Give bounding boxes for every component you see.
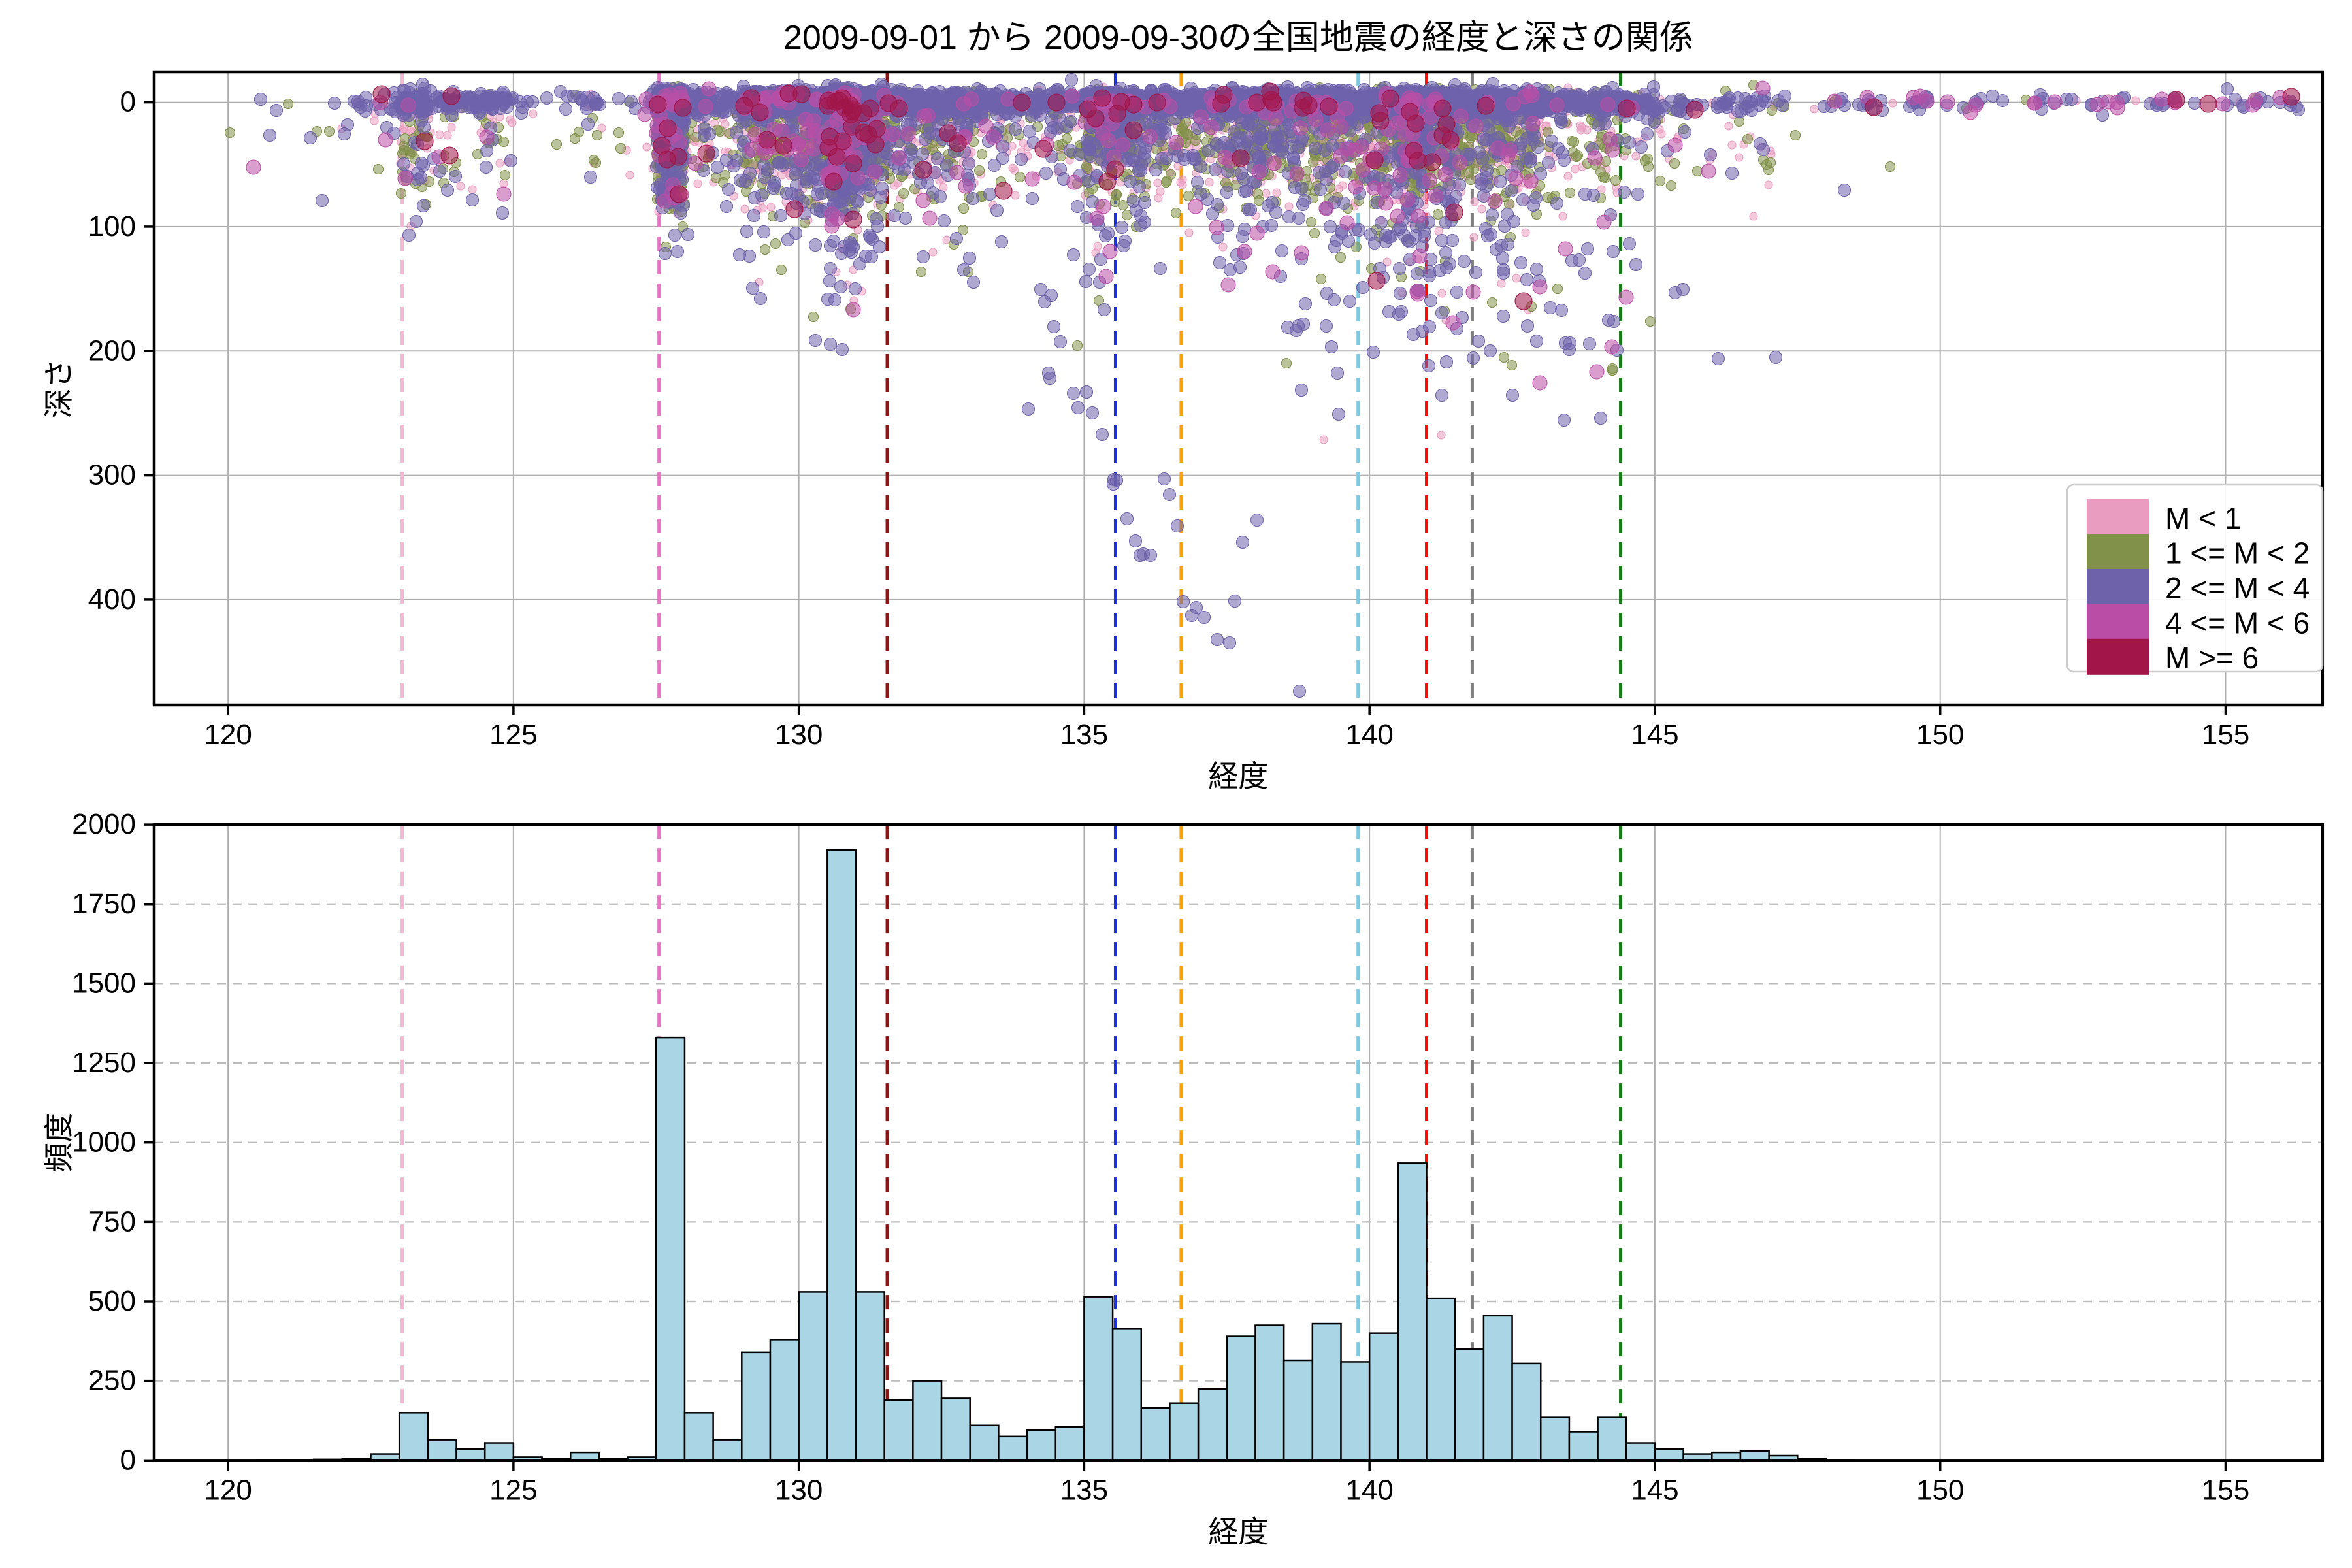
- svg-text:155: 155: [2202, 1474, 2249, 1506]
- svg-text:400: 400: [88, 583, 136, 615]
- svg-text:1 <= M < 2: 1 <= M < 2: [2165, 536, 2310, 570]
- svg-text:1500: 1500: [72, 967, 136, 999]
- svg-text:経度: 経度: [1208, 759, 1268, 793]
- svg-text:100: 100: [88, 210, 136, 242]
- svg-text:経度: 経度: [1208, 1514, 1268, 1548]
- svg-text:120: 120: [204, 1474, 252, 1506]
- svg-text:1750: 1750: [72, 888, 136, 920]
- svg-text:2009-09-01 から 2009-09-30の全国地震の: 2009-09-01 から 2009-09-30の全国地震の経度と深さの関係: [783, 19, 1693, 57]
- svg-text:130: 130: [775, 1474, 823, 1506]
- svg-text:1000: 1000: [72, 1126, 136, 1158]
- svg-text:500: 500: [88, 1285, 136, 1317]
- svg-text:2000: 2000: [72, 808, 136, 840]
- svg-text:200: 200: [88, 335, 136, 367]
- svg-text:140: 140: [1345, 1474, 1393, 1506]
- svg-text:300: 300: [88, 459, 136, 491]
- svg-text:125: 125: [489, 1474, 537, 1506]
- svg-text:135: 135: [1060, 1474, 1108, 1506]
- svg-text:M >= 6: M >= 6: [2165, 641, 2259, 675]
- svg-text:0: 0: [120, 1444, 136, 1476]
- svg-text:125: 125: [489, 719, 537, 751]
- svg-text:0: 0: [120, 86, 136, 118]
- svg-text:150: 150: [1916, 719, 1964, 751]
- svg-text:頻度: 頻度: [42, 1113, 76, 1173]
- svg-text:140: 140: [1345, 719, 1393, 751]
- svg-text:145: 145: [1631, 719, 1678, 751]
- svg-text:130: 130: [775, 719, 823, 751]
- svg-text:120: 120: [204, 719, 252, 751]
- svg-text:135: 135: [1060, 719, 1108, 751]
- svg-text:深さ: 深さ: [42, 359, 76, 419]
- svg-text:2 <= M < 4: 2 <= M < 4: [2165, 571, 2310, 605]
- svg-text:750: 750: [88, 1205, 136, 1237]
- svg-text:M < 1: M < 1: [2165, 501, 2241, 535]
- svg-text:1250: 1250: [72, 1047, 136, 1079]
- svg-text:250: 250: [88, 1365, 136, 1397]
- svg-text:150: 150: [1916, 1474, 1964, 1506]
- svg-text:145: 145: [1631, 1474, 1678, 1506]
- svg-text:155: 155: [2202, 719, 2249, 751]
- svg-text:4 <= M < 6: 4 <= M < 6: [2165, 606, 2310, 640]
